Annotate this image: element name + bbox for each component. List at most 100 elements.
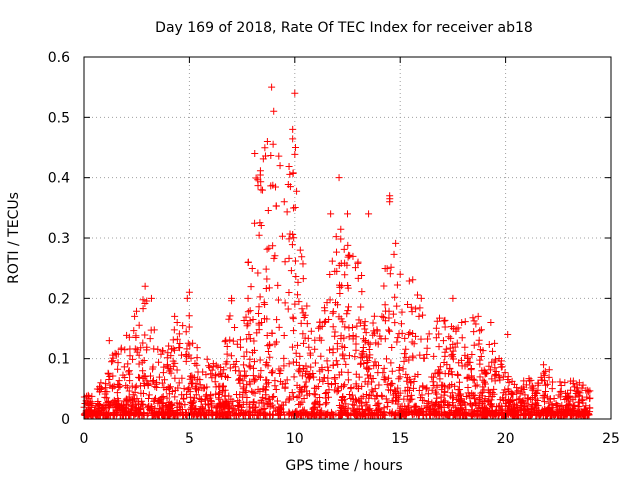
x-tick-label: 5 bbox=[185, 431, 194, 447]
data-point bbox=[549, 378, 557, 386]
data-point bbox=[471, 382, 479, 390]
data-point bbox=[303, 409, 311, 417]
data-point bbox=[225, 404, 233, 412]
data-point bbox=[130, 395, 138, 403]
data-point bbox=[353, 322, 361, 330]
data-point bbox=[277, 367, 285, 375]
data-point bbox=[158, 379, 166, 387]
data-point bbox=[124, 360, 132, 368]
data-point-peak bbox=[228, 294, 236, 302]
data-point bbox=[529, 394, 537, 402]
data-point bbox=[141, 373, 149, 381]
data-point bbox=[370, 327, 378, 335]
data-point bbox=[84, 391, 92, 399]
data-point bbox=[169, 345, 177, 353]
data-point bbox=[126, 377, 134, 385]
data-point bbox=[138, 411, 146, 419]
data-point bbox=[348, 391, 356, 399]
data-point bbox=[188, 372, 196, 380]
data-point bbox=[285, 288, 293, 296]
data-point bbox=[254, 385, 262, 393]
data-point bbox=[149, 408, 157, 416]
data-point bbox=[170, 326, 178, 334]
data-point bbox=[491, 364, 499, 372]
data-point bbox=[336, 406, 344, 414]
data-point bbox=[285, 254, 293, 262]
data-point bbox=[300, 383, 308, 391]
data-point bbox=[155, 373, 163, 381]
data-point bbox=[495, 355, 503, 363]
data-point bbox=[402, 345, 410, 353]
data-point bbox=[139, 401, 147, 409]
data-point bbox=[361, 411, 369, 419]
data-point bbox=[128, 403, 136, 411]
data-point bbox=[366, 372, 374, 380]
data-point bbox=[344, 376, 352, 384]
data-point bbox=[475, 340, 483, 348]
data-point bbox=[278, 401, 286, 409]
data-point bbox=[202, 371, 210, 379]
data-point bbox=[251, 219, 259, 227]
data-point bbox=[105, 411, 113, 419]
data-point bbox=[202, 391, 210, 399]
data-point bbox=[458, 356, 465, 364]
data-point bbox=[569, 407, 577, 415]
data-point bbox=[344, 282, 352, 290]
data-point bbox=[222, 372, 230, 380]
data-point bbox=[331, 328, 339, 336]
data-point bbox=[240, 352, 248, 360]
data-point bbox=[378, 391, 386, 399]
data-point bbox=[270, 392, 278, 400]
data-point-peak bbox=[244, 258, 252, 266]
data-point bbox=[391, 386, 399, 394]
data-point bbox=[412, 332, 420, 340]
data-point bbox=[449, 347, 457, 355]
data-point bbox=[402, 411, 410, 419]
data-point bbox=[352, 370, 360, 378]
data-point bbox=[318, 366, 326, 374]
data-point bbox=[572, 387, 580, 395]
data-point bbox=[114, 365, 122, 373]
data-point bbox=[349, 252, 357, 260]
data-point bbox=[351, 264, 359, 272]
data-point bbox=[119, 371, 127, 379]
data-point bbox=[158, 347, 166, 355]
data-point bbox=[352, 397, 360, 405]
data-point bbox=[534, 386, 542, 394]
data-point bbox=[255, 372, 263, 380]
data-point bbox=[182, 350, 190, 358]
data-point bbox=[436, 375, 444, 383]
data-point bbox=[476, 407, 484, 415]
data-point bbox=[219, 388, 227, 396]
data-point bbox=[232, 357, 240, 365]
data-point bbox=[403, 377, 411, 385]
data-point bbox=[386, 270, 394, 278]
data-point bbox=[153, 410, 161, 418]
data-point bbox=[178, 391, 186, 399]
data-point bbox=[240, 383, 248, 391]
data-point bbox=[207, 397, 215, 405]
data-point bbox=[542, 411, 550, 419]
data-point bbox=[397, 408, 405, 416]
data-point bbox=[117, 344, 125, 352]
data-point bbox=[408, 395, 416, 403]
data-point bbox=[288, 343, 296, 351]
data-point bbox=[344, 307, 352, 315]
data-point bbox=[527, 384, 535, 392]
data-point bbox=[411, 372, 419, 380]
data-point bbox=[519, 383, 527, 391]
data-point bbox=[508, 377, 516, 385]
data-point bbox=[449, 355, 457, 363]
data-point bbox=[576, 408, 584, 416]
data-point-peak bbox=[504, 331, 512, 339]
data-point bbox=[174, 384, 182, 392]
data-point bbox=[387, 263, 395, 271]
data-point bbox=[126, 352, 134, 360]
data-point bbox=[519, 410, 527, 418]
data-point bbox=[499, 373, 507, 381]
data-point bbox=[348, 324, 356, 332]
data-point bbox=[469, 411, 477, 419]
data-point bbox=[264, 207, 272, 215]
data-point bbox=[480, 378, 488, 386]
data-point bbox=[385, 314, 393, 322]
